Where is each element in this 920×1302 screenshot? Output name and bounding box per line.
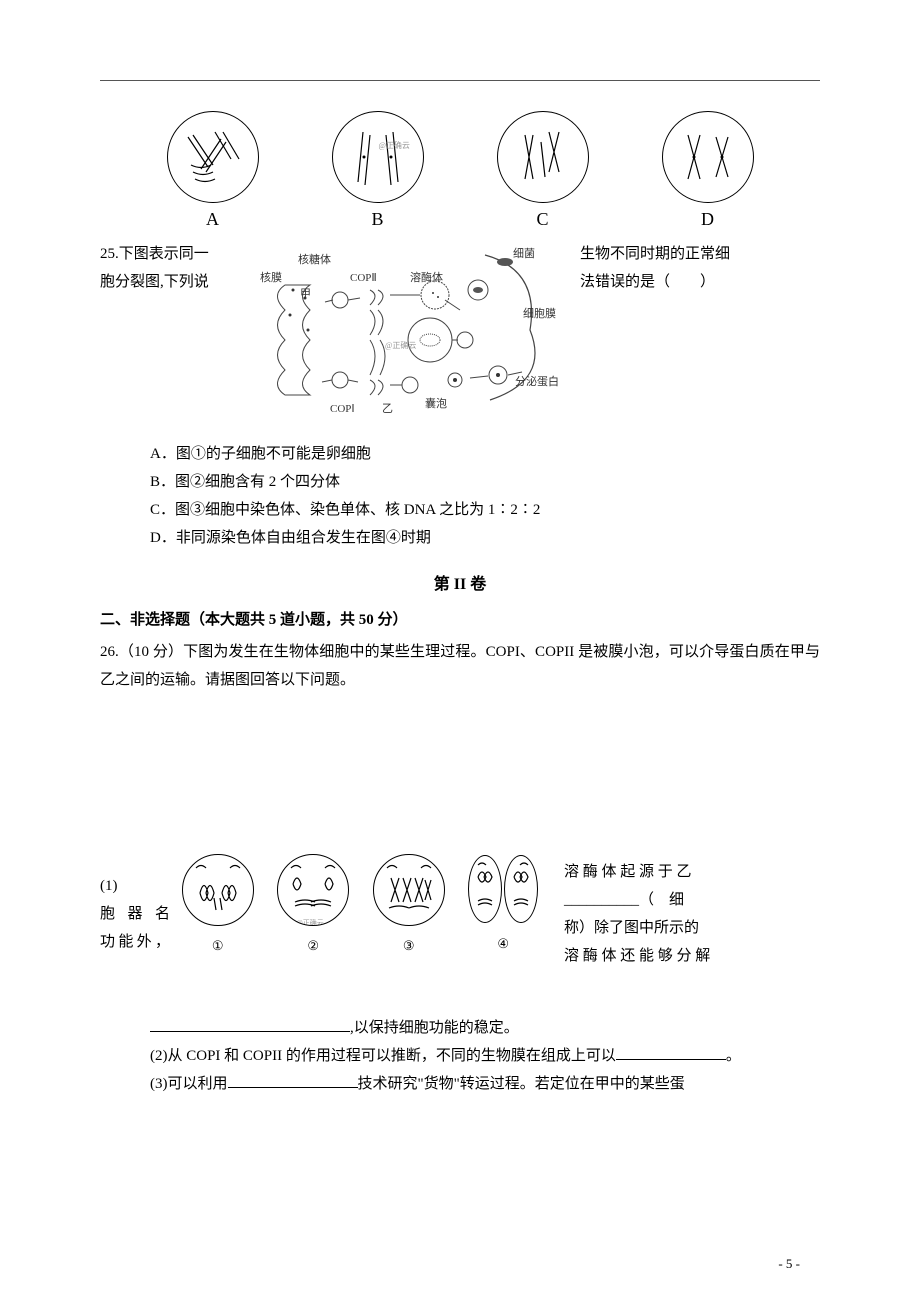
q26-right-4: 溶 酶 体 还 能 够 分 解 — [564, 942, 724, 970]
q26-right-text: 溶 酶 体 起 源 于 乙 __________（ 细 称）除了图中所示的 溶 … — [564, 858, 724, 970]
meiosis-circle-2: @正确云 — [277, 854, 349, 926]
label-cell-membrane: 细胞膜 — [523, 300, 556, 328]
q26-right-3: 称）除了图中所示的 — [564, 914, 724, 942]
section-2-subtitle: 二、非选择题（本大题共 5 道小题，共 50 分） — [100, 606, 820, 634]
q25-line2-right: 法错误的是（ ） — [580, 268, 740, 296]
q25-left-text: 25.下图表示同一 胞分裂图,下列说 — [100, 240, 230, 296]
meiosis-cell-1: ① — [182, 854, 254, 960]
q25-option-c: C．图③细胞中染色体、染色单体、核 DNA 之比为 1∶2∶2 — [150, 496, 820, 524]
chromosomes-b — [338, 117, 418, 197]
chromosomes-a — [173, 117, 253, 197]
q26-q2-line: (2)从 COPI 和 COPII 的作用过程可以推断，不同的生物膜在组成上可以… — [150, 1042, 820, 1070]
meiosis-circle-4a — [468, 855, 502, 923]
blank-long[interactable] — [150, 1031, 350, 1032]
cell-label-b: B — [371, 209, 383, 230]
cell-diagram-row: A @正确云 B C — [130, 111, 790, 230]
cell-label-d: D — [701, 209, 714, 230]
cell-item-c: C — [497, 111, 589, 230]
chromosomes-d — [668, 117, 748, 197]
meiosis-circle-1 — [182, 854, 254, 926]
q25-right-text: 生物不同时期的正常细 法错误的是（ ） — [580, 240, 740, 296]
q25-option-a: A．图①的子细胞不可能是卵细胞 — [150, 440, 820, 468]
meiosis-svg-4b — [506, 859, 536, 919]
meiosis-cell-2: @正确云 ② — [277, 854, 349, 960]
q26-bottom-text: ,以保持细胞功能的稳定。 — [350, 1020, 519, 1036]
meiosis-cell-3: ③ — [373, 854, 445, 960]
q26-bottom-line: ,以保持细胞功能的稳定。 — [150, 1014, 820, 1042]
q26-left-4: 功能外， — [100, 928, 170, 956]
watermark-icon: @正确云 — [385, 332, 416, 360]
q26-row: (1) 胞 器 名 功能外， ① — [100, 854, 820, 974]
cell-item-d: D — [662, 111, 754, 230]
spacer — [100, 974, 820, 1014]
page: A @正确云 B C — [0, 0, 920, 1302]
section-2-title: 第 II 卷 — [100, 570, 820, 594]
q26-q2-text: (2)从 COPI 和 COPII 的作用过程可以推断，不同的生物膜在组成上可以 — [150, 1048, 616, 1064]
page-number: - 5 - — [778, 1256, 800, 1272]
q26-left-1: (1) — [100, 872, 170, 900]
meiosis-cell-4: ④ — [468, 854, 538, 958]
cell-item-b: @正确云 B — [332, 111, 424, 230]
meiosis-pair-4 — [468, 854, 538, 924]
q26-right-2: __________（ 细 — [564, 886, 724, 914]
q25-option-d: D．非同源染色体自由组合发生在图④时期 — [150, 524, 820, 552]
cell-circle-a — [167, 111, 259, 203]
q25-option-b: B．图②细胞含有 2 个四分体 — [150, 468, 820, 496]
meiosis-label-3: ③ — [403, 932, 415, 960]
label-vesicle: 囊泡 — [425, 390, 447, 418]
cell-label-a: A — [206, 209, 219, 230]
q25-options: A．图①的子细胞不可能是卵细胞 B．图②细胞含有 2 个四分体 C．图③细胞中染… — [150, 440, 820, 552]
q26-q2-suffix: 。 — [726, 1048, 741, 1064]
meiosis-circle-4b — [504, 855, 538, 923]
meiosis-circle-3 — [373, 854, 445, 926]
label-ribosome: 核糖体 — [298, 246, 331, 274]
blank-short[interactable] — [616, 1059, 726, 1060]
spacer — [100, 420, 820, 440]
label-jia: 甲 — [300, 280, 311, 308]
blank-med[interactable] — [228, 1087, 358, 1088]
meiosis-svg-4a — [470, 859, 500, 919]
chromosomes-c — [503, 117, 583, 197]
q25-diagram: 核糖体 COPⅡ 核膜 甲 溶酶体 细菌 细胞膜 分泌蛋白 囊泡 COPⅠ 乙 — [230, 240, 560, 420]
q25-row: 25.下图表示同一 胞分裂图,下列说 核糖体 COPⅡ 核膜 甲 溶酶体 细菌 … — [100, 240, 820, 420]
cell-item-a: A — [167, 111, 259, 230]
meiosis-svg-1 — [186, 858, 250, 922]
q25-line2-left: 胞分裂图,下列说 — [100, 268, 230, 296]
label-lysosome: 溶酶体 — [410, 264, 443, 292]
q26-q3-suffix: 技术研究"货物"转运过程。若定位在甲中的某些蛋 — [358, 1076, 685, 1092]
top-rule — [100, 80, 820, 81]
cell-circle-b: @正确云 — [332, 111, 424, 203]
q26-right-1: 溶 酶 体 起 源 于 乙 — [564, 858, 724, 886]
q26-q3-prefix: (3)可以利用 — [150, 1076, 228, 1092]
q26-left-text: (1) 胞 器 名 功能外， — [100, 872, 170, 956]
q26-left-3: 胞 器 名 — [100, 900, 170, 928]
cell-circle-c — [497, 111, 589, 203]
label-bacteria: 细菌 — [513, 240, 535, 268]
label-secretory-protein: 分泌蛋白 — [515, 368, 559, 396]
meiosis-label-4: ④ — [497, 930, 509, 958]
label-yi: 乙 — [382, 395, 393, 423]
q25-line1-left: 25.下图表示同一 — [100, 240, 230, 268]
watermark-icon: @正确云 — [379, 140, 410, 151]
q26-intro: 26.（10 分）下图为发生在生物体细胞中的某些生理过程。COPI、COPII … — [100, 638, 820, 694]
q25-line1-right: 生物不同时期的正常细 — [580, 240, 740, 268]
q26-bottom-block: ,以保持细胞功能的稳定。 (2)从 COPI 和 COPII 的作用过程可以推断… — [150, 1014, 820, 1098]
meiosis-label-2: ② — [307, 932, 319, 960]
label-nuclear-membrane: 核膜 — [260, 264, 282, 292]
cell-circle-d — [662, 111, 754, 203]
q26-diagram: ① @正确云 ② — [170, 854, 550, 974]
watermark-icon: @正确云 — [296, 909, 323, 926]
label-cop1: COPⅠ — [330, 395, 355, 423]
meiosis-label-1: ① — [212, 932, 224, 960]
label-cop2: COPⅡ — [350, 264, 377, 292]
cell-label-c: C — [536, 209, 548, 230]
meiosis-svg-3 — [377, 858, 441, 922]
q26-q3-line: (3)可以利用 技术研究"货物"转运过程。若定位在甲中的某些蛋 — [150, 1070, 820, 1098]
